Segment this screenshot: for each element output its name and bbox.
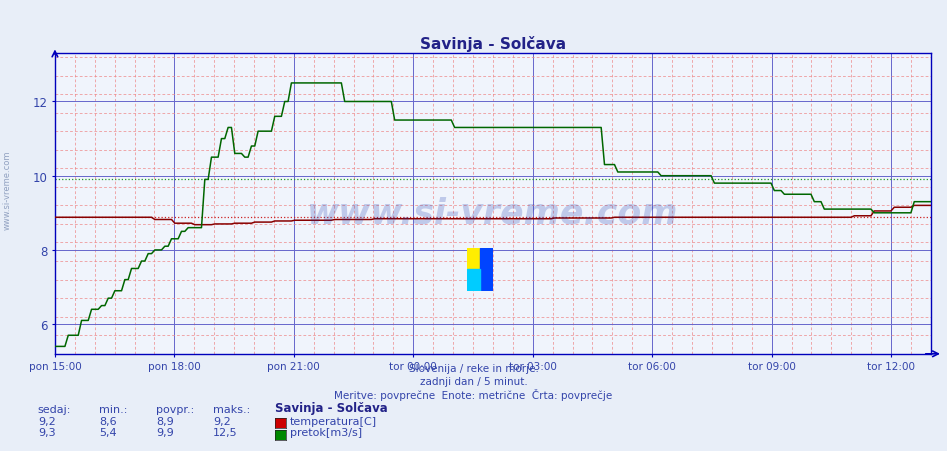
Text: 8,9: 8,9 bbox=[156, 416, 174, 426]
Text: maks.:: maks.: bbox=[213, 404, 250, 414]
Text: sedaj:: sedaj: bbox=[38, 404, 71, 414]
Text: 9,2: 9,2 bbox=[213, 416, 231, 426]
Text: 8,6: 8,6 bbox=[99, 416, 117, 426]
Text: zadnji dan / 5 minut.: zadnji dan / 5 minut. bbox=[420, 376, 527, 386]
Text: 9,3: 9,3 bbox=[38, 428, 56, 437]
Bar bbox=[467, 248, 480, 270]
Text: 12,5: 12,5 bbox=[213, 428, 238, 437]
Bar bbox=[467, 270, 480, 291]
Text: www.si-vreme.com: www.si-vreme.com bbox=[3, 150, 12, 229]
Text: povpr.:: povpr.: bbox=[156, 404, 194, 414]
Text: Slovenija / reke in morje.: Slovenija / reke in morje. bbox=[408, 363, 539, 373]
Text: 9,9: 9,9 bbox=[156, 428, 174, 437]
Text: www.si-vreme.com: www.si-vreme.com bbox=[307, 196, 679, 230]
Text: min.:: min.: bbox=[99, 404, 128, 414]
Text: Savinja - Solčava: Savinja - Solčava bbox=[275, 401, 387, 414]
Text: Meritve: povprečne  Enote: metrične  Črta: povprečje: Meritve: povprečne Enote: metrične Črta:… bbox=[334, 388, 613, 400]
Text: temperatura[C]: temperatura[C] bbox=[290, 416, 377, 426]
Text: pretok[m3/s]: pretok[m3/s] bbox=[290, 428, 362, 437]
Title: Savinja - Solčava: Savinja - Solčava bbox=[420, 36, 566, 51]
Text: 9,2: 9,2 bbox=[38, 416, 56, 426]
Text: 5,4: 5,4 bbox=[99, 428, 117, 437]
Bar bbox=[480, 248, 493, 291]
